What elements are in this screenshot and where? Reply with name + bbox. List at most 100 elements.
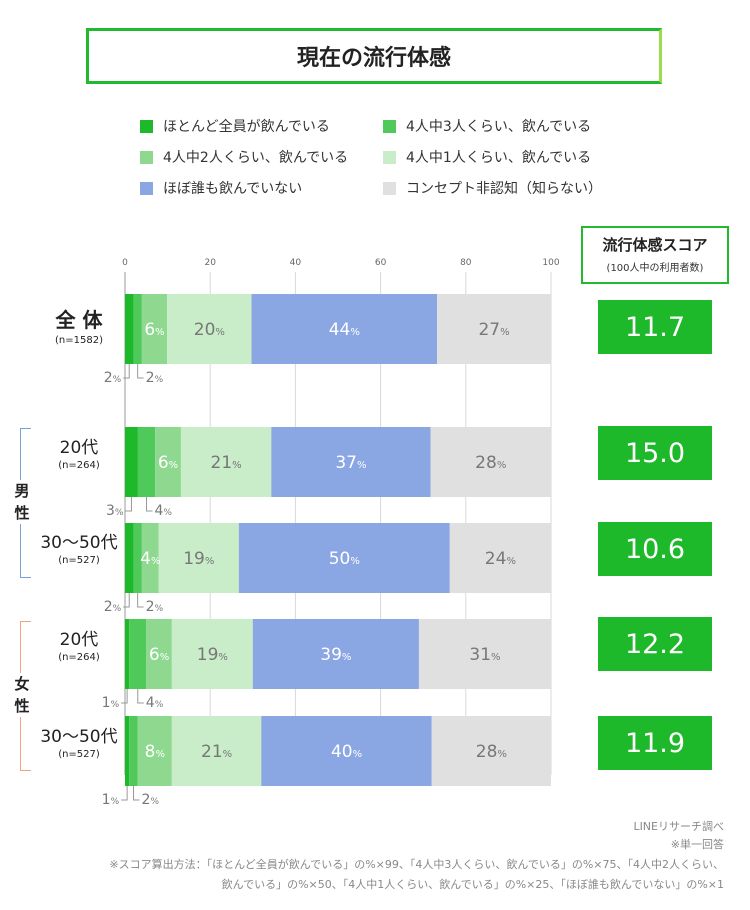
callout-line [133,786,140,801]
footer-note: ※単一回答 [670,838,724,851]
bar-segment [430,427,551,497]
bar-segment [418,619,551,689]
data-label: 6% [158,453,178,473]
bar-segment [137,716,172,786]
callout-label: 1% [102,695,120,711]
row-label-n: (n=264) [58,652,100,663]
bar-segment [133,523,142,593]
legend-item: 4人中2人くらい、飲んでいる [140,147,348,167]
x-tick-label: 60 [375,258,387,268]
score-header: 流行体感スコア (100人中の利用者数) [581,226,729,284]
data-label: 24% [485,549,516,569]
callout-line [123,593,130,608]
row-label-n: (n=264) [58,460,100,471]
callout-line [123,364,130,379]
row-label-main: 30〜50代 [40,533,118,553]
bar-segment [180,427,272,497]
data-label: 44% [329,320,360,340]
data-label: 19% [183,549,214,569]
bar-segment [125,716,130,786]
bar-segment [167,294,252,364]
row-label: 30〜50代 (n=527) [36,528,122,566]
bar-segment [158,523,239,593]
data-label: 31% [469,645,500,665]
legend-label: ほとんど全員が飲んでいる [163,119,330,135]
score-value: 11.7 [598,300,712,354]
row-label-main: 20代 [59,630,99,650]
footer-method-2: 飲んでいる」の%×50、「4人中1人くらい、飲んでいる」の%×25、「ほぼ誰も飲… [221,878,725,891]
row-label: 30〜50代 (n=527) [36,722,122,760]
x-tick-label: 100 [542,258,559,268]
bar-segment [155,427,181,497]
callout-line [146,497,153,512]
legend-swatch [140,119,153,133]
bar-segment [437,294,551,364]
group-label-female: 女性 [12,673,32,717]
callout-line [137,364,144,379]
callout-label: 4% [146,695,164,711]
data-label: 37% [335,453,366,473]
legend-swatch [383,150,396,164]
legend-label: 4人中3人くらい、飲んでいる [406,119,592,135]
bar-segment [251,294,438,364]
bar-segment [146,619,172,689]
legend-swatch [383,119,396,133]
bar-segment [141,294,168,364]
bar-segment [252,619,419,689]
callout-line [137,593,144,608]
data-label: 50% [329,549,360,569]
row-label-n: (n=527) [58,555,100,566]
callout-line [125,497,132,512]
row-label-n: (n=527) [58,749,100,760]
row-label-main: 20代 [59,438,99,458]
legend-item: コンセプト非認知（知らない） [383,178,602,198]
bar-segment [125,523,134,593]
callout-label: 3% [106,503,124,519]
data-label: 20% [194,320,225,340]
x-tick-label: 0 [122,258,128,268]
score-value: 11.9 [598,716,712,770]
bar-segment [238,523,450,593]
data-label: 8% [145,742,165,762]
bar-segment [431,716,551,786]
x-tick-label: 80 [460,258,472,268]
legend-item: ほぼ誰も飲んでいない [140,178,302,198]
bar-segment [125,619,130,689]
score-value: 15.0 [598,426,712,480]
row-label-main: 30〜50代 [40,727,118,747]
callout-label: 2% [146,599,164,615]
callout-label: 1% [102,792,120,808]
row-label: 20代 (n=264) [44,433,114,471]
callout-label: 2% [142,792,160,808]
bar-segment [171,716,262,786]
score-value: 10.6 [598,522,712,576]
bar-segment [261,716,432,786]
chart-title: 現在の流行体感 [86,28,662,84]
data-label: 19% [197,645,228,665]
legend-swatch [140,150,153,164]
x-tick-label: 40 [290,258,302,268]
data-label: 28% [476,742,507,762]
bar-segment [171,619,253,689]
bar-segment [125,427,138,497]
legend-label: 4人中2人くらい、飲んでいる [163,150,349,166]
callout-line [121,786,128,801]
row-label: 全 体 (n=1582) [40,304,118,346]
row-label-main: 全 体 [55,308,103,332]
x-tick-label: 20 [204,258,216,268]
data-label: 28% [475,453,506,473]
legend-label: ほぼ誰も飲んでいない [163,181,303,197]
bar-segment [125,294,134,364]
data-label: 21% [211,453,242,473]
data-label: 4% [140,549,160,569]
bar-segment [129,619,147,689]
bar-segment [141,523,159,593]
bar-segment [133,294,142,364]
data-label: 6% [144,320,164,340]
callout-label: 2% [104,599,122,615]
legend-item: 4人中1人くらい、飲んでいる [383,147,591,167]
legend-label: コンセプト非認知（知らない） [406,181,602,197]
footer-source: LINEリサーチ調べ [633,820,724,833]
legend-label: 4人中1人くらい、飲んでいる [406,150,592,166]
legend-swatch [383,181,396,195]
